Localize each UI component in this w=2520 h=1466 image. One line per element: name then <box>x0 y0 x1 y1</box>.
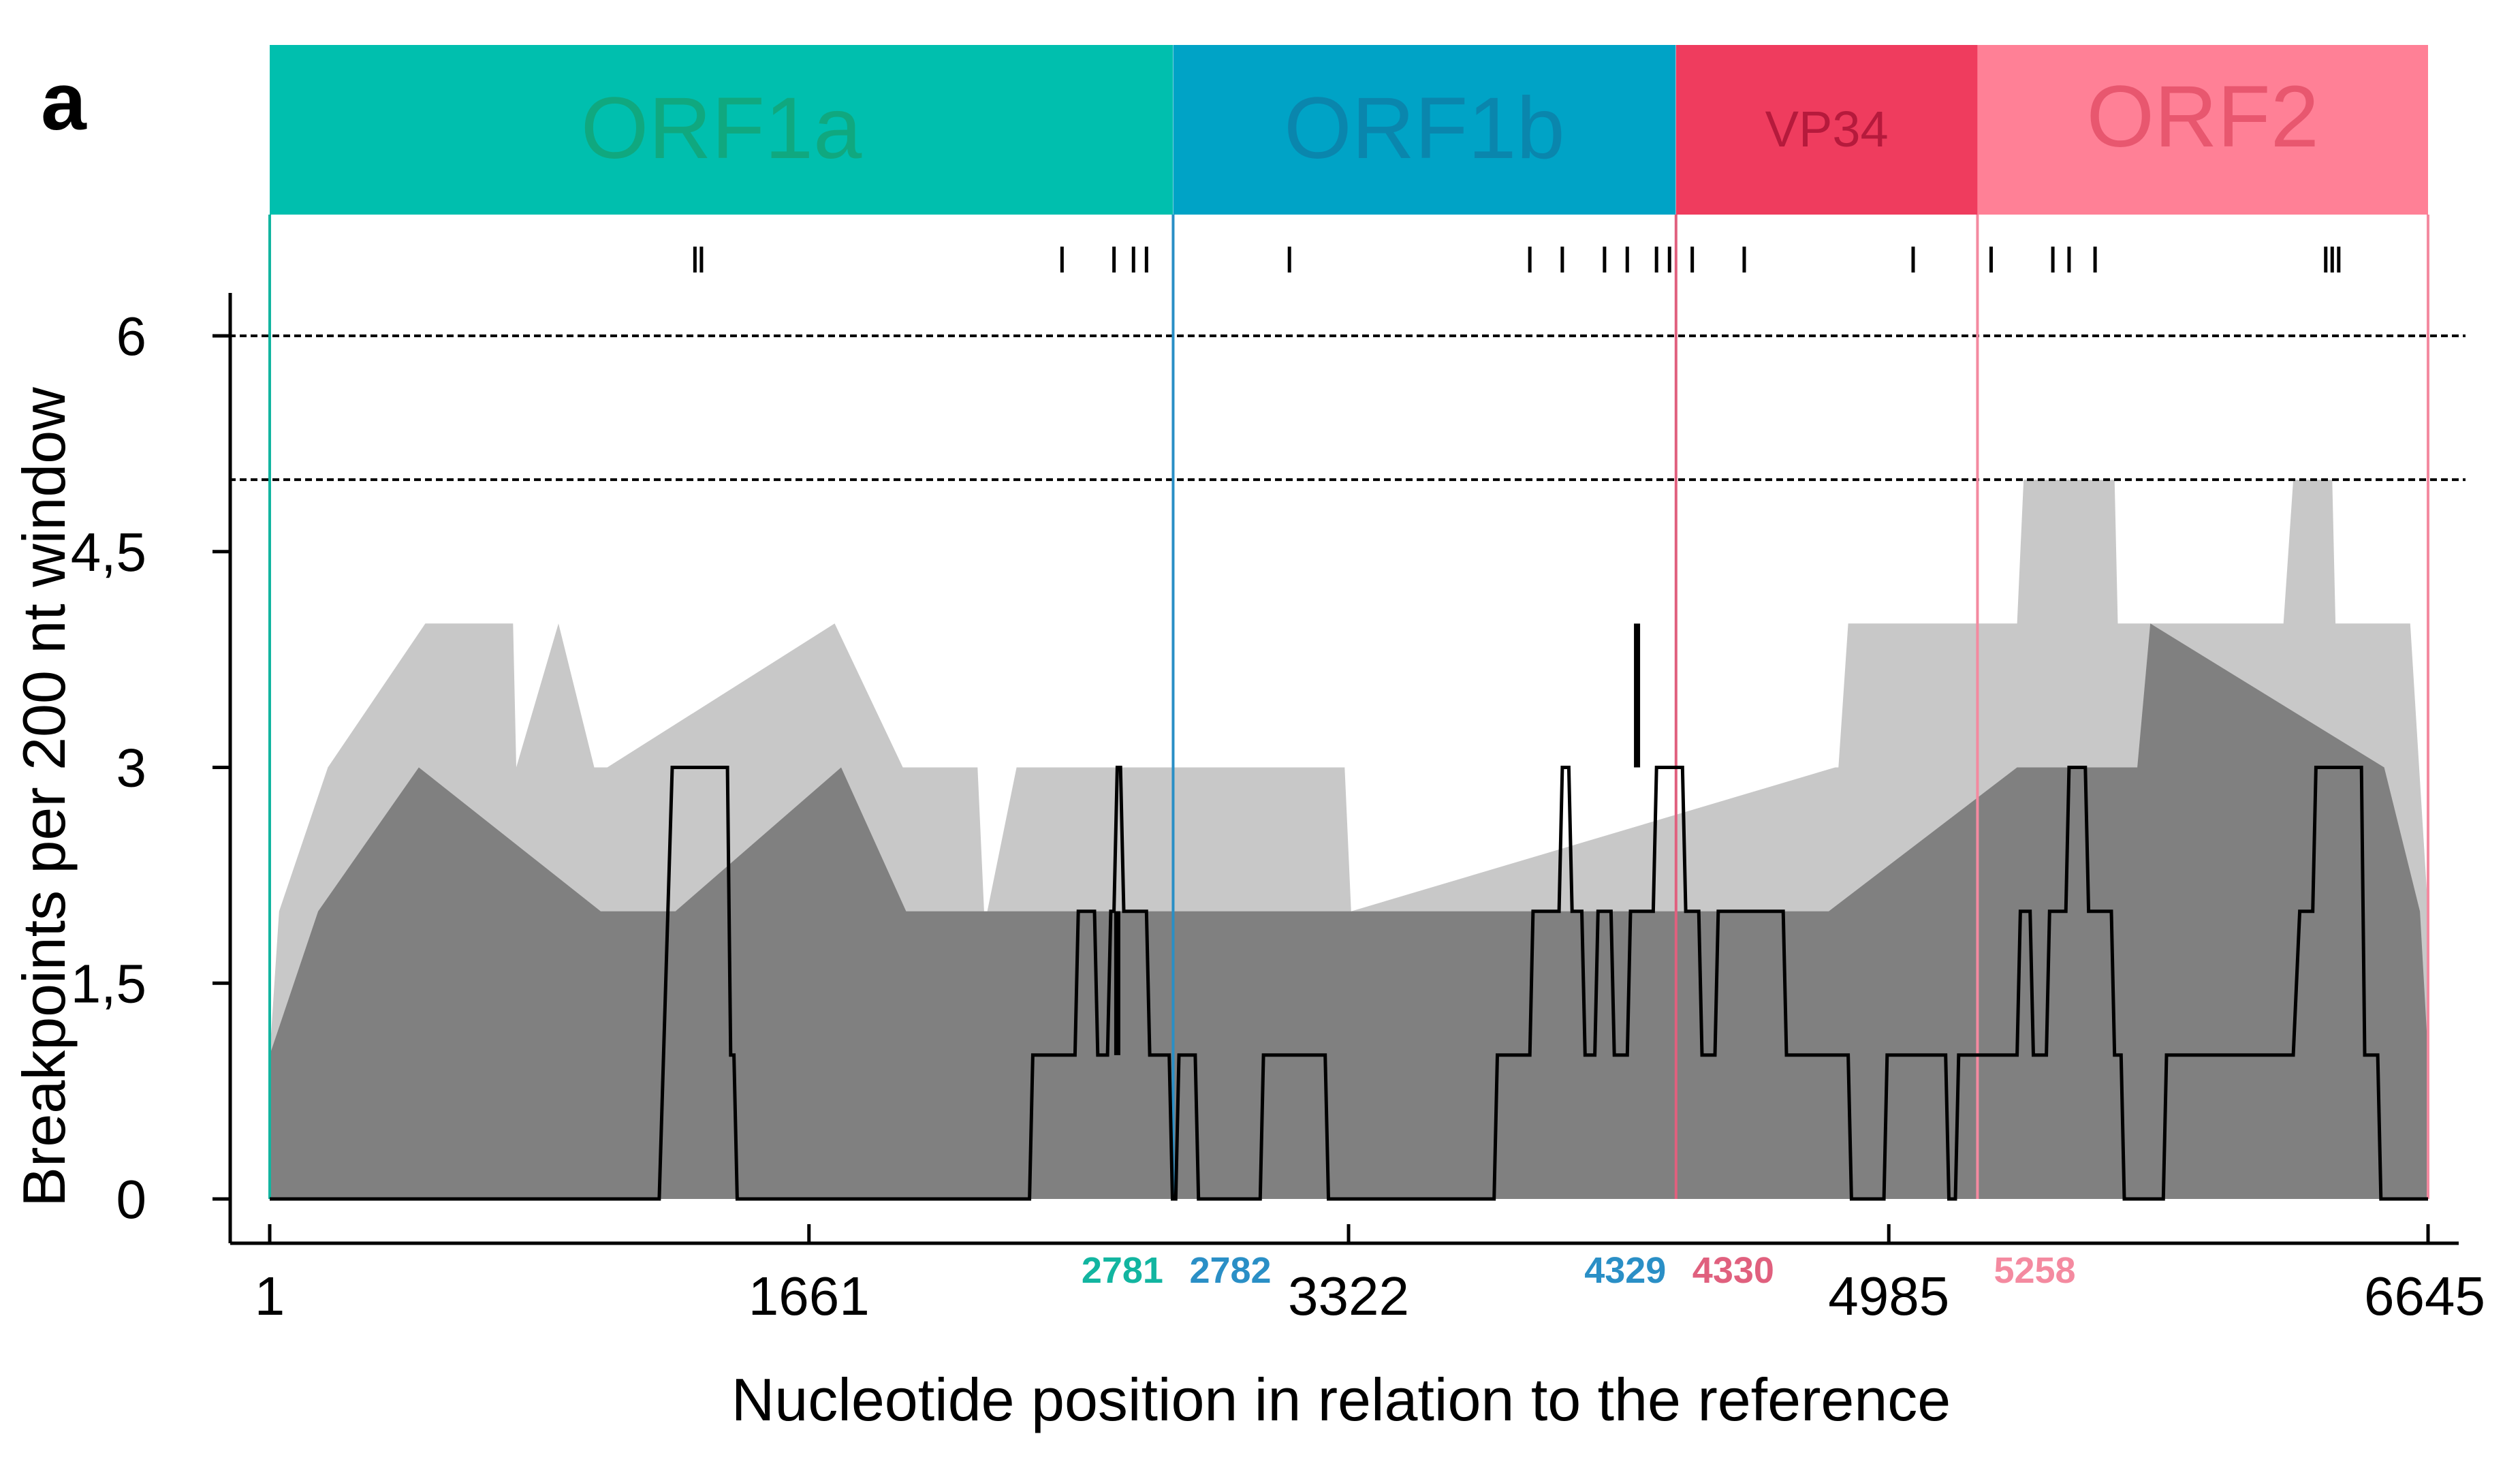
x-tick-label: 4985 <box>1828 1266 1949 1326</box>
gene-block <box>1173 45 1676 215</box>
gene-start-label: 5258 <box>1994 1250 2075 1291</box>
observed-line <box>270 766 2428 1201</box>
threshold-lines <box>229 334 2466 482</box>
gene-block <box>1977 45 2428 215</box>
gene-start-label: 2782 <box>1189 1250 1271 1291</box>
panel-label: a <box>41 56 87 147</box>
x-tick-label: 6645 <box>2364 1266 2485 1326</box>
gene-boundary-lines <box>268 215 2429 1199</box>
gene-label: VP34 <box>1765 101 1889 157</box>
gene-end-label: 2781 <box>1082 1250 1163 1291</box>
observed-breakpoint-line <box>270 623 2428 1201</box>
x-axis-ticks: 1 1661 3322 4985 6645 <box>255 1224 2485 1326</box>
gene-label: ORF1b <box>1284 80 1565 177</box>
y-axis-ticks: 0 1,5 3 4,5 6 <box>71 306 230 1230</box>
y-tick-label: 1,5 <box>71 953 146 1014</box>
gene-end-label: 4329 <box>1584 1250 1666 1291</box>
gene-label: ORF2 <box>2087 68 2319 166</box>
x-tick-label: 3322 <box>1288 1266 1409 1326</box>
gene-label: ORF1a <box>581 80 862 177</box>
x-tick-label: 1 <box>255 1266 285 1326</box>
y-tick-label: 6 <box>116 306 147 366</box>
gene-start-label: 4330 <box>1692 1250 1774 1291</box>
gene-block <box>1675 45 1978 215</box>
x-tick-label: 1661 <box>749 1266 870 1326</box>
x-axis-title: Nucleotide position in relation to the r… <box>731 1366 1951 1433</box>
breakpoint-marks <box>693 247 2341 272</box>
y-tick-label: 0 <box>116 1169 147 1230</box>
y-axis-title: Breakpoints per 200 nt window <box>10 387 78 1207</box>
genome-map: ORF1a ORF1b VP34 ORF2 <box>270 45 2428 215</box>
y-tick-label: 3 <box>116 738 147 798</box>
y-tick-label: 4,5 <box>71 522 146 582</box>
gene-block <box>270 45 1173 215</box>
gene-boundary-labels: 2781 4329 2782 4330 5258 <box>1082 1250 2076 1291</box>
